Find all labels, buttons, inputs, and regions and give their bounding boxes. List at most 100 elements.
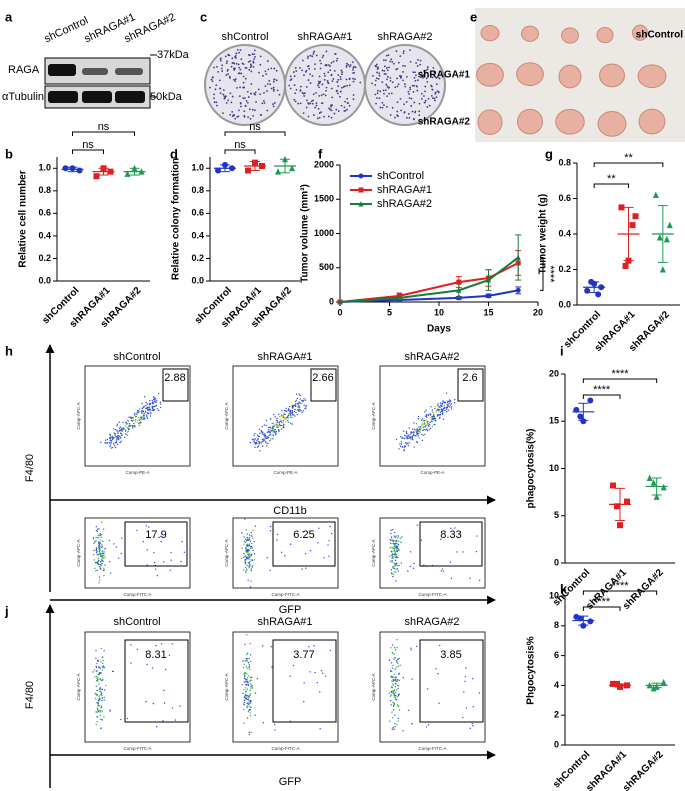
colony (213, 97, 215, 100)
cell-dot (138, 416, 140, 419)
cell-dot (95, 723, 97, 726)
cell-dot (469, 577, 471, 579)
y-axis-label: Relative colony formation (171, 158, 182, 280)
cell-dot (426, 428, 428, 431)
cell-dot (249, 555, 251, 557)
cell-dot (98, 548, 100, 550)
colony (331, 96, 334, 99)
cell-dot (395, 698, 397, 700)
cell-dot (246, 678, 248, 681)
cell-dot (95, 657, 97, 659)
point (652, 191, 659, 198)
cell-dot (305, 567, 307, 569)
cell-dot (256, 677, 258, 680)
cell-dot (122, 427, 124, 429)
gate (124, 521, 188, 567)
cell-dot (422, 434, 424, 437)
cell-dot (159, 406, 162, 409)
cell-dot (243, 673, 245, 675)
cell-dot (266, 436, 268, 438)
flow-frame (232, 631, 339, 743)
cell-dot (394, 714, 396, 716)
colony (316, 84, 319, 87)
band (82, 68, 108, 75)
cell-dot (103, 551, 105, 553)
cell-dot (251, 559, 253, 561)
cell-dot (121, 537, 123, 539)
cell-dot (104, 548, 106, 550)
cell-dot (104, 439, 107, 442)
colony (273, 78, 275, 81)
colony (215, 84, 218, 87)
cell-dot (398, 679, 401, 682)
colony (239, 68, 242, 71)
cell-dot (302, 530, 304, 533)
cell-dot (272, 430, 275, 432)
colony (383, 104, 385, 106)
colony (408, 117, 411, 119)
gate-value: 2.88 (164, 372, 185, 384)
cell-dot (96, 707, 99, 709)
colony (333, 112, 336, 115)
dish-label: shRAGA#1 (297, 31, 352, 43)
cell-dot (149, 408, 151, 410)
colony (254, 56, 256, 58)
y-tick-label: 0.8 (558, 157, 571, 167)
cell-dot (394, 679, 396, 681)
cell-dot (137, 411, 139, 414)
colony (413, 101, 416, 104)
cell-dot (246, 673, 248, 675)
cell-dot (97, 557, 99, 560)
colony (239, 86, 241, 89)
colony (232, 113, 235, 116)
cell-dot (154, 400, 156, 403)
cell-dot (277, 426, 279, 428)
cell-dot (425, 409, 427, 411)
cell-dot (263, 424, 266, 426)
cell-dot (442, 418, 445, 420)
bracket (582, 590, 658, 595)
gate (310, 368, 337, 402)
cell-dot (283, 409, 286, 412)
cell-dot (253, 434, 255, 437)
cell-dot (97, 560, 100, 563)
cell-dot (296, 397, 299, 400)
point (610, 482, 616, 489)
colony (407, 113, 410, 115)
colony (325, 64, 328, 67)
cell-dot (419, 431, 421, 433)
flow-axis-title: Comp-FITC-A (419, 746, 447, 751)
bracket (582, 394, 621, 399)
colony (404, 85, 407, 88)
colony (353, 65, 356, 68)
cell-dot (388, 659, 391, 661)
colony (433, 97, 436, 100)
cell-dot (317, 542, 319, 544)
cell-dot (248, 702, 250, 704)
tumor (517, 108, 543, 135)
cell-dot (471, 722, 473, 725)
cell-dot (96, 662, 98, 665)
colony (236, 49, 239, 51)
y-axis-label: phagocytosis(%) (526, 428, 537, 508)
cell-dot (471, 677, 474, 680)
colony (389, 79, 392, 82)
cell-dot (436, 415, 439, 417)
cell-dot (289, 410, 291, 413)
flow-frame (379, 631, 486, 743)
cell-dot (142, 416, 144, 418)
colony (226, 69, 229, 71)
colony (349, 77, 351, 80)
cell-dot (269, 434, 272, 436)
significance: ns (234, 139, 246, 151)
colony (221, 64, 224, 67)
cell-dot (142, 540, 144, 543)
colony (330, 116, 333, 119)
cell-dot (254, 692, 257, 694)
colony (255, 101, 257, 103)
cell-dot (246, 539, 248, 542)
colony (348, 84, 351, 87)
colony (335, 108, 338, 111)
cell-dot (281, 421, 283, 424)
